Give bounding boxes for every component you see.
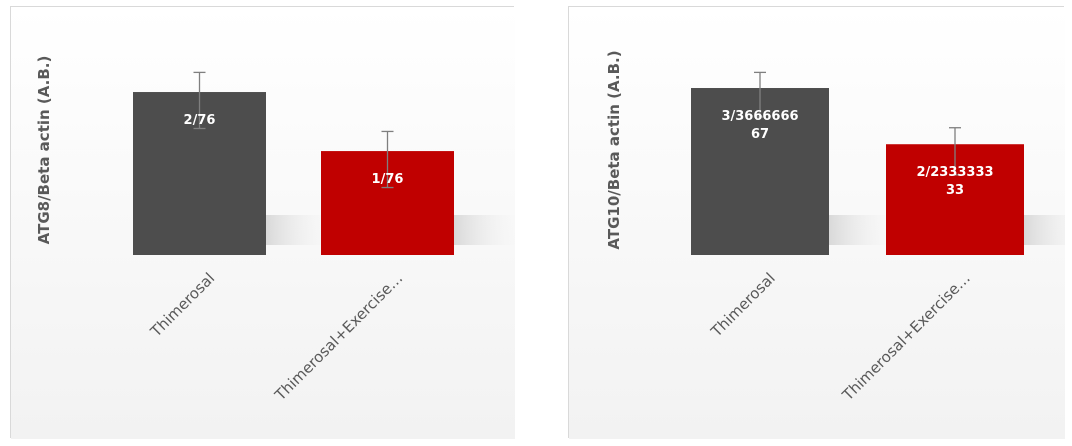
data-label: 33 [946,183,964,198]
atg10-chart: ATG10/Beta actin (A.B.) 3/366666667Thimer… [569,7,1065,439]
data-label: 2/2333333 [916,165,993,180]
bar-shadow [454,215,515,245]
bar-shadow [1024,215,1065,245]
y-axis-label: ATG10/Beta actin (A.B.) [605,50,623,249]
y-axis-label: ATG8/Beta actin (A.B.) [35,56,53,245]
data-label: 1/76 [372,172,404,187]
chart-panel-atg10: ATG10/Beta actin (A.B.) 3/3666666 67 Thimer… [568,6,1065,439]
data-label: 2/76 [184,113,216,128]
chart-panel-atg8: ATG8/Beta actin (A.B.) 2/76 Thimerosal 1/76… [10,6,515,439]
data-label: 67 [751,127,769,142]
atg8-chart: ATG8/Beta actin (A.B.) 2/76Thimerosal1/76… [11,7,515,439]
data-label: 3/3666666 [721,109,798,124]
